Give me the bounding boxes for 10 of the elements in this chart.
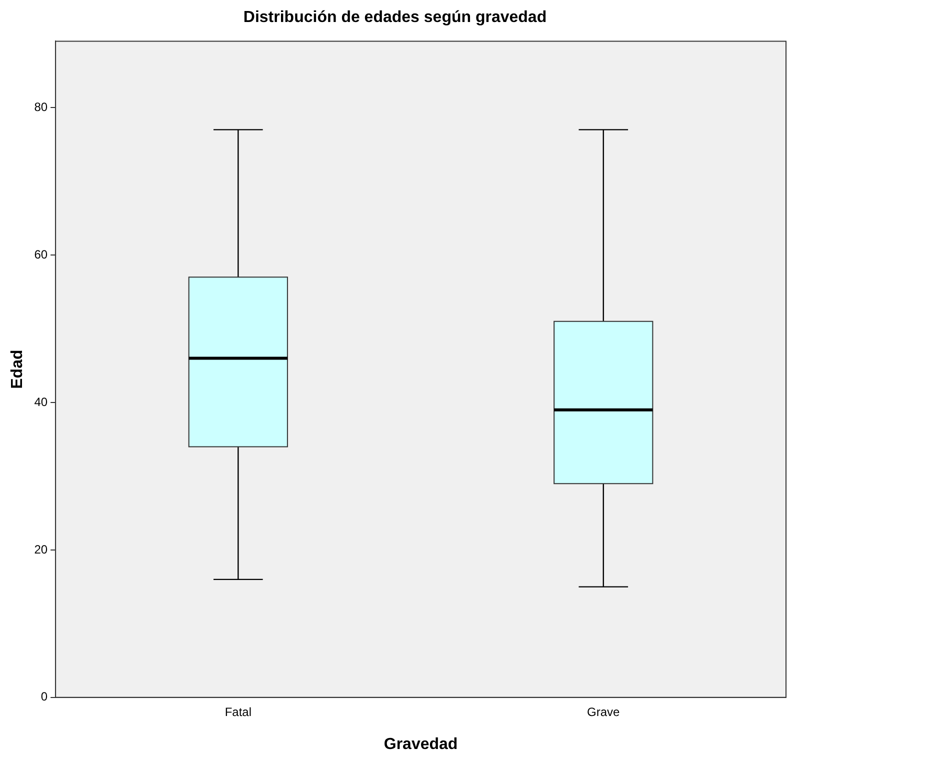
y-tick-label: 80: [34, 100, 48, 114]
y-tick-label: 60: [34, 247, 48, 262]
x-tick-label: Fatal: [224, 704, 252, 719]
y-axis-title: Edad: [9, 350, 26, 389]
y-tick-label: 40: [34, 394, 48, 409]
chart-title: Distribución de edades según gravedad: [243, 9, 547, 26]
x-tick-label: Grave: [587, 704, 620, 719]
y-tick-label: 0: [40, 690, 48, 704]
x-axis-title: Gravedad: [384, 736, 458, 753]
y-tick-label: 20: [34, 542, 48, 556]
